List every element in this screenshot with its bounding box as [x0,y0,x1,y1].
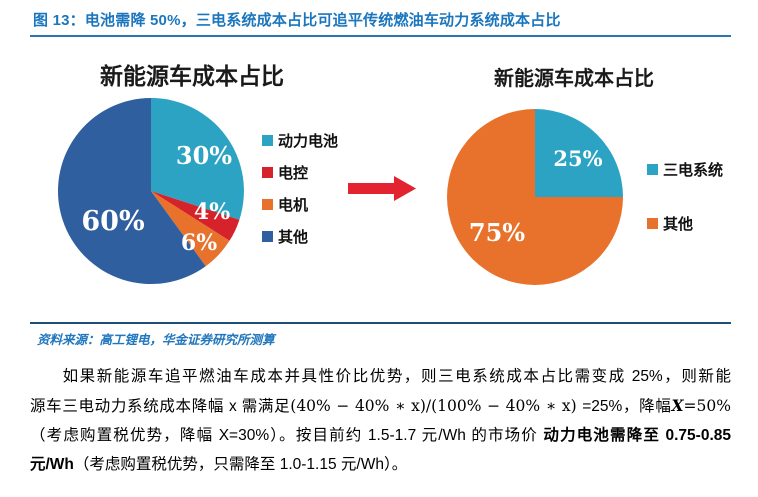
legend-label-econtrol: 电控 [278,164,308,182]
paragraph-text: 源车三电动力系统成本降幅 x 需满足 [30,398,291,415]
paragraph-text: =25%，降幅 [582,398,672,415]
paragraph-text: 如果新能源车追平燃油车成本并具性价比优势，则三电系统成本占比需变成 25%，则新… [61,368,731,385]
left-pie-label-econtrol: 4% [194,199,230,225]
left-pie-slice-other [57,97,206,284]
left-pie-label-motor: 6% [181,230,217,256]
formula-text: (40% − 40% ∗ x)/(100% − 40% ∗ x) [290,397,583,415]
figure-caption: 图 13：电池需降 50%，三电系统成本占比可追平传统燃油车动力系统成本占比 [33,12,561,29]
left-pie-legend: 动力电池 电控 电机 其他 [262,132,338,246]
legend-label-other-right: 其他 [663,215,693,233]
paragraph-line-1: 如果新能源车追平燃油车成本并具性价比优势，则三电系统成本占比需变成 25%，则新… [30,362,731,391]
left-chart-title: 新能源车成本占比 [100,63,284,90]
right-pie-legend: 三电系统 其他 [647,161,723,233]
left-pie-label-battery: 30% [176,141,232,170]
legend-swatch-motor [262,199,273,210]
legend-label-other-left: 其他 [278,228,308,246]
paragraph-bold-text: 动力电池需降至 0.75-0.85 [543,427,731,444]
left-pie-label-other: 60% [81,206,144,237]
formula-variable-x: X [671,396,684,415]
paragraph-line-4: 元/Wh（考虑购置税优势，只需降至 1.0-1.15 元/Wh）。 [30,450,731,479]
paragraph-text: （考虑购置税优势，只需降至 1.0-1.15 元/Wh）。 [73,456,408,473]
figure-charts: 新能源车成本占比 30% 4% 6% 60% 动力电池 电控 电机 其他 [57,63,723,285]
legend-label-battery: 动力电池 [278,132,338,150]
bottom-divider-rule [30,322,731,324]
right-pie-slice-threeelectric [535,109,623,197]
red-right-arrow-icon [348,176,416,201]
paragraph-bold-text: 元/Wh [30,456,74,473]
left-pie-slice-motor [151,191,230,267]
left-pie-slice-econtrol [151,191,240,241]
legend-label-motor: 电机 [278,196,308,214]
legend-swatch-other-left [262,231,273,242]
legend-swatch-econtrol [262,167,273,178]
top-divider-rule [30,35,731,37]
legend-swatch-battery [262,135,273,146]
formula-result: =50% [683,397,731,415]
right-pie-slice-other [447,109,623,285]
paragraph-text: （考虑购置税优势，降幅 X=30%）。按目前约 1.5-1.7 元/Wh 的市场… [30,427,544,444]
right-pie-label-other: 75% [469,218,525,247]
right-pie-chart: 新能源车成本占比 25% 75% 三电系统 其他 [447,66,723,285]
source-note: 资料来源：高工锂电，华金证券研究所测算 [37,332,275,347]
right-pie-label-threeelectric: 25% [553,146,602,171]
paragraph-line-2: 源车三电动力系统成本降幅 x 需满足(40% − 40% ∗ x)/(100% … [30,391,731,421]
legend-swatch-threeelectric [647,164,658,175]
body-paragraph: 如果新能源车追平燃油车成本并具性价比优势，则三电系统成本占比需变成 25%，则新… [30,362,731,479]
right-chart-title: 新能源车成本占比 [494,66,654,90]
left-pie-slice-battery [151,98,244,220]
paragraph-line-3: （考虑购置税优势，降幅 X=30%）。按目前约 1.5-1.7 元/Wh 的市场… [30,421,731,450]
left-pie-chart: 新能源车成本占比 30% 4% 6% 60% 动力电池 电控 电机 其他 [57,63,338,284]
legend-label-threeelectric: 三电系统 [663,161,723,179]
legend-swatch-other-right [647,218,658,229]
